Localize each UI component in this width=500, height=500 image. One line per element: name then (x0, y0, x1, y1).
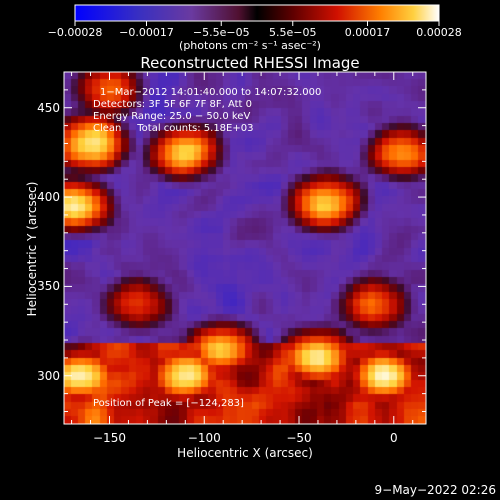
colorbar-tick-label: −0.00017 (119, 26, 174, 39)
chart-title: Reconstructed RHESSI Image (140, 54, 360, 72)
x-tick-label: −50 (286, 431, 312, 445)
colorbar (74, 4, 440, 22)
annotation-energy-range: Energy Range: 25.0 − 50.0 keV (93, 111, 251, 122)
x-tick-label: −150 (93, 431, 126, 445)
y-tick-label: 350 (37, 279, 60, 294)
annotation-total-counts: Clean Total counts: 5.18E+03 (93, 123, 254, 134)
x-tick-label: −100 (187, 431, 221, 445)
x-axis-title: Heliocentric X (arcsec) (177, 446, 313, 460)
y-tick-label: 450 (37, 100, 60, 115)
y-tick-label: 300 (37, 368, 60, 383)
colorbar-ticks (74, 21, 440, 26)
y-axis-title: Heliocentric Y (arcsec) (25, 181, 39, 317)
colorbar-units: (photons cm⁻² s⁻¹ asec⁻²) (179, 39, 321, 52)
colorbar-tick-label: 0.00028 (416, 26, 462, 39)
annotation-time-range: 1−Mar−2012 14:01:40.000 to 14:07:32.000 (100, 87, 322, 98)
date-stamp: 9−May−2022 02:26 (374, 483, 497, 497)
colorbar-tick-label: 5.5e−05 (269, 26, 317, 39)
colorbar-tick-label: 0.00017 (344, 26, 391, 39)
colorbar-tick-label: −0.00028 (47, 26, 103, 39)
y-tick-label: 400 (37, 190, 60, 205)
heatmap-image (64, 72, 426, 424)
colorbar-tick-label: −5.5e−05 (192, 26, 250, 39)
x-tick-label: 0 (389, 431, 398, 445)
annotation-detectors: Detectors: 3F 5F 6F 7F 8F, Att 0 (93, 99, 253, 110)
plot-border (63, 71, 427, 425)
peak-position-label: Position of Peak = [−124,283] (93, 398, 244, 409)
